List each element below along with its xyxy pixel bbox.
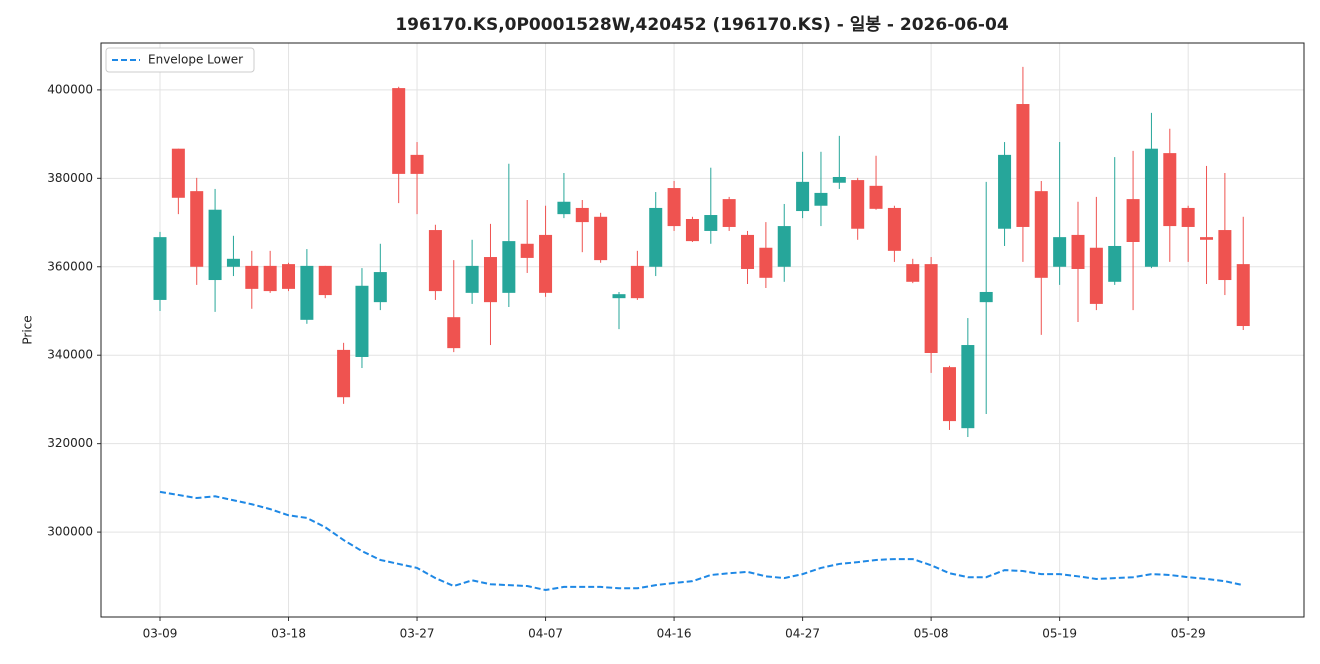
candle-body [318, 265, 332, 296]
chart-title: 196170.KS,0P0001528W,420452 (196170.KS) … [395, 15, 1008, 35]
candle-body [337, 349, 351, 398]
candle-body [722, 199, 736, 227]
candle-body [1144, 148, 1158, 267]
candle-body [483, 257, 497, 303]
y-tick-label: 320000 [47, 436, 93, 450]
candle-body [1163, 153, 1177, 227]
candle-body [539, 234, 553, 293]
candle-body [869, 185, 883, 209]
candle-body [282, 264, 296, 289]
candle-body [942, 367, 956, 422]
legend-box [105, 47, 255, 73]
candle-body [575, 207, 589, 223]
candle-body [1071, 234, 1085, 269]
candle-body [759, 247, 773, 278]
candle-body [796, 181, 810, 212]
candle-body [557, 201, 571, 215]
candle-body [777, 226, 791, 267]
candle-body [1236, 264, 1250, 327]
candle-body [1089, 247, 1103, 304]
candle-body [171, 148, 185, 198]
x-tick-label: 05-29 [1171, 627, 1206, 641]
candle-body [1200, 237, 1214, 240]
candle-body [612, 294, 626, 299]
candle-body [851, 180, 865, 229]
candle-body [153, 237, 167, 300]
candle-body [924, 264, 938, 353]
plot-frame [100, 42, 1305, 618]
candle-body [263, 265, 277, 292]
candle-body [887, 207, 901, 251]
candle-body [245, 265, 259, 289]
candle-body [410, 154, 424, 174]
candle-body [300, 265, 314, 320]
candle-body [502, 241, 516, 293]
candle-body [667, 188, 681, 227]
x-tick-label: 03-27 [400, 627, 435, 641]
candle-body [832, 176, 846, 183]
x-tick-label: 05-08 [914, 627, 949, 641]
candle-body [961, 345, 975, 429]
candle-body [355, 285, 369, 357]
y-tick-label: 300000 [47, 525, 93, 539]
candle-body [1034, 191, 1048, 278]
candle-body [594, 216, 608, 261]
candle-body [373, 272, 387, 303]
candle-body [649, 207, 663, 267]
candle-body [392, 88, 406, 174]
y-tick-label: 380000 [47, 171, 93, 185]
envelope-line [159, 490, 1244, 592]
x-tick-label: 05-19 [1042, 627, 1077, 641]
candle-body [1016, 104, 1030, 227]
x-tick-label: 03-18 [271, 627, 306, 641]
x-tick-label: 04-16 [657, 627, 692, 641]
candle-body [906, 264, 920, 282]
candle-body [1108, 245, 1122, 282]
candle-body [1218, 230, 1232, 281]
candle-body [428, 230, 442, 292]
candle-body [465, 265, 479, 293]
y-tick-label: 360000 [47, 259, 93, 273]
candle-body [741, 234, 755, 269]
x-tick-label: 04-07 [528, 627, 563, 641]
candle-body [208, 209, 222, 281]
y-tick-label: 340000 [47, 348, 93, 362]
candle-body [814, 192, 828, 206]
candle-body [685, 219, 699, 242]
candle-body [1126, 199, 1140, 242]
y-tick-label: 400000 [47, 82, 93, 96]
x-tick-label: 03-09 [143, 627, 178, 641]
candle-body [979, 291, 993, 303]
candle-body [520, 243, 534, 258]
candle-body [1053, 237, 1067, 267]
candle-body [447, 317, 461, 349]
candle-body [190, 191, 204, 267]
candle-body [704, 215, 718, 231]
candle-body [1181, 207, 1195, 227]
x-tick-label: 04-27 [785, 627, 820, 641]
candle-body [998, 154, 1012, 229]
legend-label: Envelope Lower [148, 53, 243, 67]
candle-body [630, 265, 644, 299]
candle-body [226, 258, 240, 267]
y-axis-label: Price [21, 315, 35, 344]
